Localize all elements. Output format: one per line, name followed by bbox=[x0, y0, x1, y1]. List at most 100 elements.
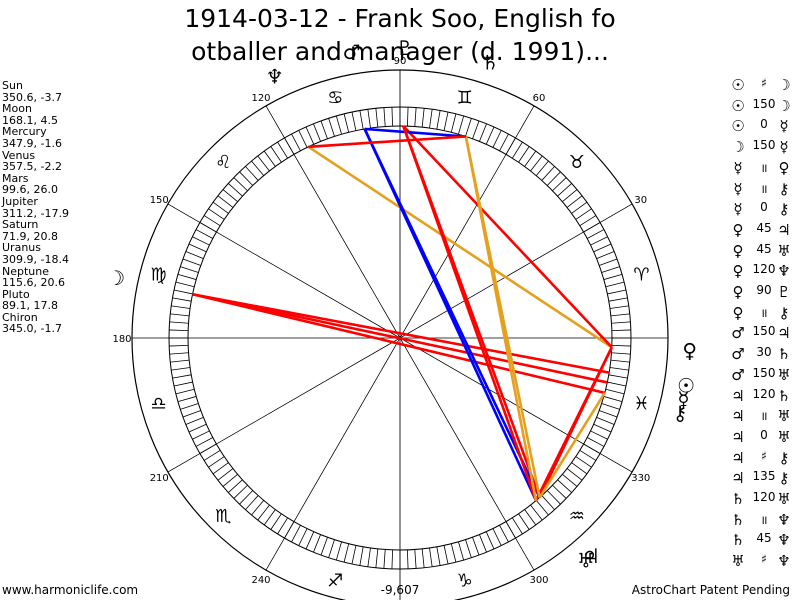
degree-label: 330 bbox=[631, 473, 650, 484]
degree-tick bbox=[343, 543, 350, 563]
aspect-line bbox=[534, 346, 613, 502]
degree-tick bbox=[566, 468, 583, 481]
degree-tick bbox=[607, 381, 627, 387]
aspect-planet-1: ♃ bbox=[731, 448, 745, 467]
degree-tick bbox=[429, 547, 433, 567]
degree-tick bbox=[479, 534, 487, 553]
aspect-planet-1: ☉ bbox=[731, 76, 745, 94]
degree-tick bbox=[391, 107, 394, 127]
degree-tick bbox=[586, 437, 605, 447]
degree-tick bbox=[599, 410, 618, 418]
degree-tick bbox=[499, 524, 509, 543]
planet-glyph-icon: ♃ bbox=[582, 544, 600, 568]
degree-tick bbox=[609, 367, 629, 371]
degree-label: 150 bbox=[150, 195, 169, 206]
degree-tick bbox=[180, 266, 199, 273]
aspect-type: 0 bbox=[760, 200, 768, 215]
aspect-type: 120 bbox=[752, 262, 776, 277]
degree-tick bbox=[450, 543, 457, 563]
aspect-planet-1: ♀ bbox=[732, 283, 744, 301]
degree-tick bbox=[603, 396, 623, 403]
degree-label: 90 bbox=[394, 56, 407, 67]
planet-name: Venus bbox=[2, 148, 36, 162]
degree-tick bbox=[485, 531, 495, 550]
degree-tick bbox=[609, 305, 629, 309]
degree-tick bbox=[180, 403, 199, 410]
planet-glyph-icon: ⚷ bbox=[673, 401, 688, 425]
aspect-type: ♯ bbox=[761, 448, 767, 463]
planet-name: Sun bbox=[2, 79, 23, 92]
title-line-1: 1914-03-12 - Frank Soo, English fo bbox=[184, 4, 616, 33]
website-link[interactable]: www.harmoniclife.com bbox=[2, 583, 139, 597]
degree-tick bbox=[251, 160, 265, 176]
degree-tick bbox=[169, 329, 189, 332]
planet-glyph-icon: ♂ bbox=[343, 40, 361, 64]
degree-tick bbox=[465, 118, 472, 137]
planet-name: Saturn bbox=[2, 218, 39, 232]
degree-label: 240 bbox=[251, 575, 270, 586]
degree-tick bbox=[562, 189, 578, 203]
planet-name: Mercury bbox=[2, 125, 47, 139]
aspect-planet-2: ♃ bbox=[777, 220, 791, 239]
degree-tick bbox=[611, 344, 631, 347]
aspect-type: 150 bbox=[752, 324, 776, 339]
aspect-planet-1: ♂ bbox=[731, 345, 745, 364]
degree-tick bbox=[251, 500, 265, 516]
aspect-line bbox=[364, 127, 466, 138]
aspect-planet-2: ♅ bbox=[777, 427, 791, 446]
degree-tick bbox=[351, 111, 357, 131]
degree-tick bbox=[313, 534, 321, 553]
zodiac-sign-icon: ♓ bbox=[633, 394, 649, 415]
aspect-lines bbox=[192, 125, 613, 502]
degree-tick bbox=[195, 437, 214, 447]
planet-glyph-icon: ☿ bbox=[677, 387, 689, 411]
degree-tick bbox=[599, 258, 618, 266]
aspect-planet-1: ♂ bbox=[731, 365, 745, 384]
aspect-line bbox=[192, 293, 606, 395]
aspect-planet-2: ♆ bbox=[777, 510, 791, 529]
degree-tick bbox=[593, 243, 612, 253]
degree-tick bbox=[541, 166, 555, 181]
degree-tick bbox=[443, 111, 449, 131]
aspect-planet-1: ♃ bbox=[731, 427, 745, 446]
degree-tick bbox=[172, 297, 192, 302]
degree-tick bbox=[383, 549, 386, 569]
aspect-type: 150 bbox=[752, 138, 776, 153]
planet-values: 89.1, 17.8 bbox=[2, 299, 58, 313]
zodiac-sign-icon: ♍ bbox=[150, 264, 166, 285]
degree-tick bbox=[192, 430, 210, 440]
degree-tick bbox=[421, 548, 425, 568]
aspect-type: ॥ bbox=[760, 409, 768, 424]
planet-values: 311.2, -17.9 bbox=[2, 206, 69, 220]
planet-values: 350.6, -3.7 bbox=[2, 90, 62, 104]
chart-title: 1914-03-12 - Frank Soo, English fo otbal… bbox=[150, 2, 650, 68]
degree-tick bbox=[320, 120, 328, 139]
aspect-planet-2: ⚷ bbox=[778, 200, 790, 219]
degree-tick bbox=[608, 297, 628, 302]
degree-tick bbox=[499, 133, 509, 152]
degree-tick bbox=[557, 183, 572, 197]
degree-tick bbox=[313, 123, 321, 142]
degree-tick bbox=[175, 281, 195, 288]
aspect-planet-1: ♃ bbox=[731, 386, 745, 405]
degree-tick bbox=[359, 546, 364, 566]
degree-tick bbox=[611, 329, 631, 332]
degree-tick bbox=[512, 141, 523, 159]
center-value: -9,607 bbox=[380, 583, 420, 597]
planet-name: Jupiter bbox=[2, 194, 38, 208]
aspect-line bbox=[308, 135, 466, 149]
degree-label: 120 bbox=[251, 93, 270, 104]
aspect-planet-1: ♀ bbox=[732, 303, 744, 322]
planet-glyphs: ☉ ☽ ☿ ♀ ♂ ♃ ♄ ♅ ♆ ♇ ⚷ bbox=[107, 36, 697, 572]
degree-tick bbox=[610, 313, 630, 317]
degree-tick bbox=[169, 352, 189, 355]
degree-tick bbox=[571, 201, 588, 214]
planet-glyph-icon: ♇ bbox=[396, 36, 414, 60]
degree-tick bbox=[512, 517, 523, 535]
planet-name: Chiron bbox=[2, 310, 38, 324]
aspect-line bbox=[192, 293, 608, 384]
degree-tick bbox=[203, 215, 221, 226]
degree-label: 210 bbox=[150, 473, 169, 484]
zodiac-sign-icon: ♈ bbox=[633, 264, 649, 285]
